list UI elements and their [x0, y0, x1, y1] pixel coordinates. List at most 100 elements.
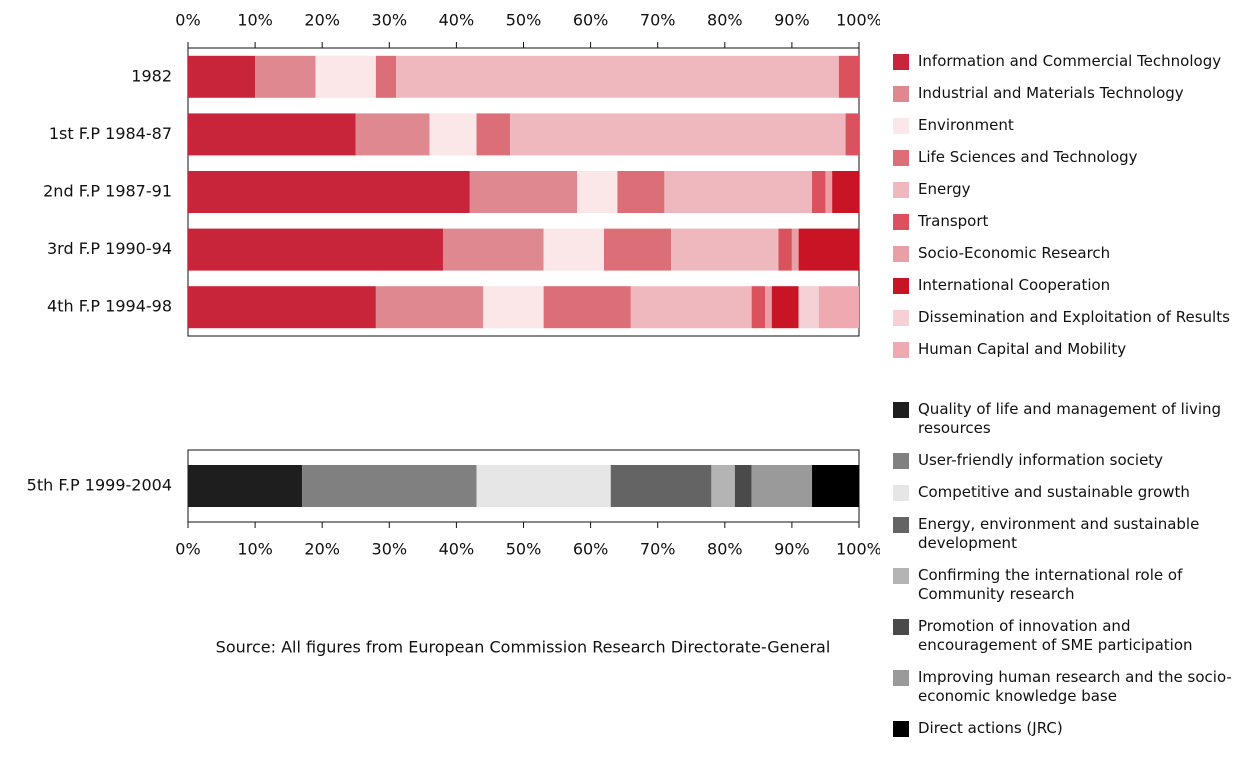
x-tick-label: 70%: [640, 540, 676, 559]
x-tick-label: 10%: [237, 11, 273, 30]
bar-segment: [610, 465, 712, 507]
bar-segment: [476, 113, 511, 156]
legend-item: Quality of life and management of living…: [890, 400, 1235, 438]
bar-segment: [798, 286, 819, 329]
bar-segment: [510, 113, 846, 156]
legend-item: Information and Commercial Technology: [890, 52, 1235, 71]
legend-label: Competitive and sustainable growth: [918, 483, 1190, 501]
legend-label: International Cooperation: [918, 276, 1111, 294]
bar-segment: [188, 465, 303, 507]
bar-segment: [188, 55, 256, 98]
bar-segment: [188, 171, 470, 213]
legend-item: Environment: [890, 116, 1235, 135]
bar-segment: [476, 465, 611, 507]
legend-label: Dissemination and Exploitation of Result…: [918, 308, 1230, 326]
legend-label: User-friendly information society: [918, 451, 1164, 469]
legend-item: Confirming the international role of Com…: [890, 566, 1235, 604]
legend-label: Improving human research and the socio-e…: [918, 668, 1232, 705]
x-tick-label: 30%: [372, 11, 408, 30]
legend-item: Improving human research and the socio-e…: [890, 668, 1235, 706]
bar-segment: [396, 55, 839, 98]
x-tick-label: 100%: [836, 540, 880, 559]
x-tick-label: 50%: [506, 11, 542, 30]
legend-label: Promotion of innovation and encouragemen…: [918, 617, 1193, 654]
category-label: 3rd F.P 1990-94: [47, 239, 172, 258]
legend: Information and Commercial Technology Ind…: [890, 52, 1235, 372]
legend-swatch: [893, 517, 909, 533]
legend-swatch: [893, 182, 909, 198]
legend-item: Human Capital and Mobility: [890, 340, 1235, 359]
legend-swatch: [893, 568, 909, 584]
bar-segment: [375, 286, 484, 329]
bar-segment: [442, 228, 544, 271]
bar-segment: [751, 465, 813, 507]
legend-swatch: [893, 670, 909, 686]
x-tick-label: 90%: [774, 540, 810, 559]
x-tick-label: 90%: [774, 11, 810, 30]
legend-swatch: [893, 619, 909, 635]
bar-segment: [825, 171, 833, 213]
bar-segment: [818, 286, 859, 329]
x-tick-label: 40%: [439, 540, 475, 559]
bar-segment: [845, 113, 859, 156]
legend-swatch: [893, 86, 909, 102]
bar-segment: [577, 171, 618, 213]
x-tick-label: 70%: [640, 11, 676, 30]
legend: Quality of life and management of living…: [890, 400, 1235, 751]
legend-label: Energy: [918, 180, 971, 198]
bar-segment: [255, 55, 316, 98]
legend-swatch: [893, 310, 909, 326]
bar-segment: [315, 55, 376, 98]
legend-swatch: [893, 453, 909, 469]
bar-segment: [469, 171, 578, 213]
bar-segment: [832, 171, 859, 213]
bar-segment: [302, 465, 477, 507]
legend-label: Industrial and Materials Technology: [918, 84, 1184, 102]
bar-segment: [188, 286, 376, 329]
category-label: 5th F.P 1999-2004: [27, 476, 172, 495]
legend-swatch: [893, 118, 909, 134]
legend-label: Socio-Economic Research: [918, 244, 1111, 262]
bar-segment: [617, 171, 665, 213]
bar-segment: [188, 113, 356, 156]
bar-segment: [751, 286, 766, 329]
legend-swatch: [893, 485, 909, 501]
x-tick-label: 50%: [506, 540, 542, 559]
x-tick-label: 0%: [175, 11, 200, 30]
x-tick-label: 30%: [372, 540, 408, 559]
x-tick-label: 60%: [573, 540, 609, 559]
legend-label: Information and Commercial Technology: [918, 52, 1222, 70]
bar-segment: [483, 286, 544, 329]
bar-segment: [711, 465, 735, 507]
bar-segment: [355, 113, 430, 156]
bar-segment: [630, 286, 752, 329]
legend-swatch: [893, 246, 909, 262]
legend-swatch: [893, 721, 909, 737]
legend-swatch: [893, 402, 909, 418]
legend-label: Transport: [918, 212, 989, 230]
x-tick-label: 80%: [707, 540, 743, 559]
x-tick-label: 60%: [573, 11, 609, 30]
x-tick-label: 10%: [237, 540, 273, 559]
x-tick-label: 80%: [707, 11, 743, 30]
legend-swatch: [893, 214, 909, 230]
legend-label: Quality of life and management of living…: [918, 400, 1222, 437]
legend-item: Transport: [890, 212, 1235, 231]
bar-segment: [791, 228, 799, 271]
legend-swatch: [893, 150, 909, 166]
bar-segment: [812, 465, 859, 507]
bar-segment: [765, 286, 772, 329]
bar-segment: [543, 286, 631, 329]
bar-segment: [778, 228, 792, 271]
legend-item: Industrial and Materials Technology: [890, 84, 1235, 103]
legend-item: Life Sciences and Technology: [890, 148, 1235, 167]
bar-segment: [671, 228, 779, 271]
legend-item: Energy: [890, 180, 1235, 199]
x-tick-label: 20%: [304, 11, 340, 30]
category-label: 1982: [131, 66, 172, 85]
legend-label: Environment: [918, 116, 1014, 134]
legend-label: Human Capital and Mobility: [918, 340, 1127, 358]
legend-item: Dissemination and Exploitation of Result…: [890, 308, 1235, 327]
category-label: 4th F.P 1994-98: [47, 297, 172, 316]
